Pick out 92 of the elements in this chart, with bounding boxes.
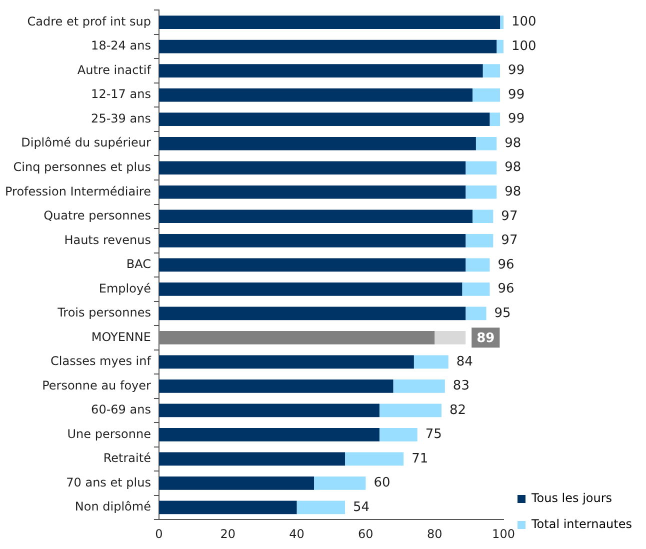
bar — [472, 210, 494, 224]
bar — [466, 161, 497, 175]
bar — [158, 428, 380, 442]
bar — [158, 500, 297, 514]
x-tick-label: 100 — [492, 526, 515, 541]
total-label: 83 — [452, 378, 470, 394]
bar — [482, 64, 500, 78]
y-tick-label: Hauts revenus — [64, 232, 151, 247]
y-tick-label: Classes myes inf — [50, 354, 152, 368]
bar — [158, 282, 462, 296]
bar — [500, 16, 504, 29]
y-tick-label: Retraité — [103, 451, 151, 466]
y-tick-label: 12-17 ans — [91, 87, 151, 102]
total-label: 84 — [456, 354, 473, 370]
legend-label: Total internautes — [530, 517, 632, 532]
bar — [158, 161, 466, 175]
total-label: 60 — [374, 476, 390, 491]
total-label: 100 — [512, 38, 536, 54]
x-tick-label: 0 — [155, 526, 163, 541]
total-label: 54 — [353, 500, 370, 515]
bar — [158, 210, 472, 224]
bar — [466, 234, 494, 248]
bar — [490, 112, 500, 126]
bar — [466, 258, 490, 272]
bar — [158, 380, 394, 393]
y-tick-label: 70 ans et plus — [66, 475, 151, 490]
bar — [345, 452, 404, 466]
bar — [158, 88, 472, 102]
bar — [379, 428, 418, 442]
bar — [158, 16, 500, 29]
total-label: 71 — [412, 451, 428, 466]
bar — [496, 40, 504, 54]
x-tick-label: 20 — [220, 526, 236, 541]
y-tick-label: Quatre personnes — [44, 208, 151, 223]
y-tick-label: Non diplômé — [74, 500, 151, 514]
y-tick-label: BAC — [126, 257, 151, 272]
total-label: 96 — [498, 257, 514, 272]
y-tick-label: Cadre et prof int sup — [27, 14, 151, 28]
y-tick-label: Profession Intermédiaire — [4, 184, 151, 198]
total-label: 97 — [501, 233, 518, 248]
y-tick-label: Personne au foyer — [42, 378, 152, 392]
total-label: 100 — [512, 14, 536, 30]
bar — [158, 112, 490, 126]
total-label: 99 — [508, 87, 525, 102]
legend-label: Tous les jours — [530, 491, 612, 506]
total-label: 99 — [508, 112, 525, 127]
total-label: 98 — [504, 184, 522, 200]
total-label: 98 — [504, 136, 522, 151]
bar — [158, 306, 466, 320]
bar — [158, 452, 346, 466]
y-tick-label: Une personne — [67, 426, 151, 441]
bar — [379, 404, 442, 418]
bar — [414, 355, 448, 369]
bar — [158, 234, 466, 248]
bar — [314, 476, 366, 490]
total-label: 95 — [494, 306, 511, 321]
y-tick-label: Employé — [98, 281, 151, 296]
y-tick-label: MOYENNE — [91, 330, 151, 344]
total-label: 82 — [449, 402, 466, 418]
bar — [472, 88, 500, 102]
total-label: 99 — [508, 63, 525, 78]
bar — [462, 282, 490, 296]
x-tick-label: 60 — [358, 526, 374, 541]
bar — [158, 64, 483, 78]
total-label: 96 — [498, 282, 514, 297]
bar — [434, 331, 466, 344]
bar — [158, 185, 466, 199]
bar — [158, 136, 476, 150]
y-tick-label: 60-69 ans — [91, 402, 151, 417]
total-label: 75 — [425, 427, 442, 442]
bar — [296, 500, 346, 514]
bar — [466, 185, 497, 199]
y-tick-label: 18-24 ans — [91, 38, 151, 53]
y-tick-label: Trois personnes — [56, 306, 151, 320]
y-tick-label: 25-39 ans — [91, 111, 151, 126]
bar — [158, 404, 380, 418]
y-tick-label: Diplômé du supérieur — [21, 136, 152, 150]
y-tick-label: Autre inactif — [77, 62, 152, 77]
bar — [158, 40, 497, 54]
bar — [158, 258, 466, 272]
bar — [476, 136, 497, 150]
bar — [158, 331, 435, 344]
bar — [158, 355, 414, 369]
bar — [466, 306, 486, 320]
x-tick-label: 40 — [289, 526, 304, 541]
bar — [158, 476, 314, 490]
bar — [393, 380, 445, 393]
total-label: 97 — [501, 208, 518, 224]
total-label: 98 — [504, 160, 522, 176]
x-tick-label: 80 — [426, 526, 442, 541]
y-tick-label: Cinq personnes et plus — [13, 160, 151, 174]
total-label: 89 — [476, 331, 495, 346]
